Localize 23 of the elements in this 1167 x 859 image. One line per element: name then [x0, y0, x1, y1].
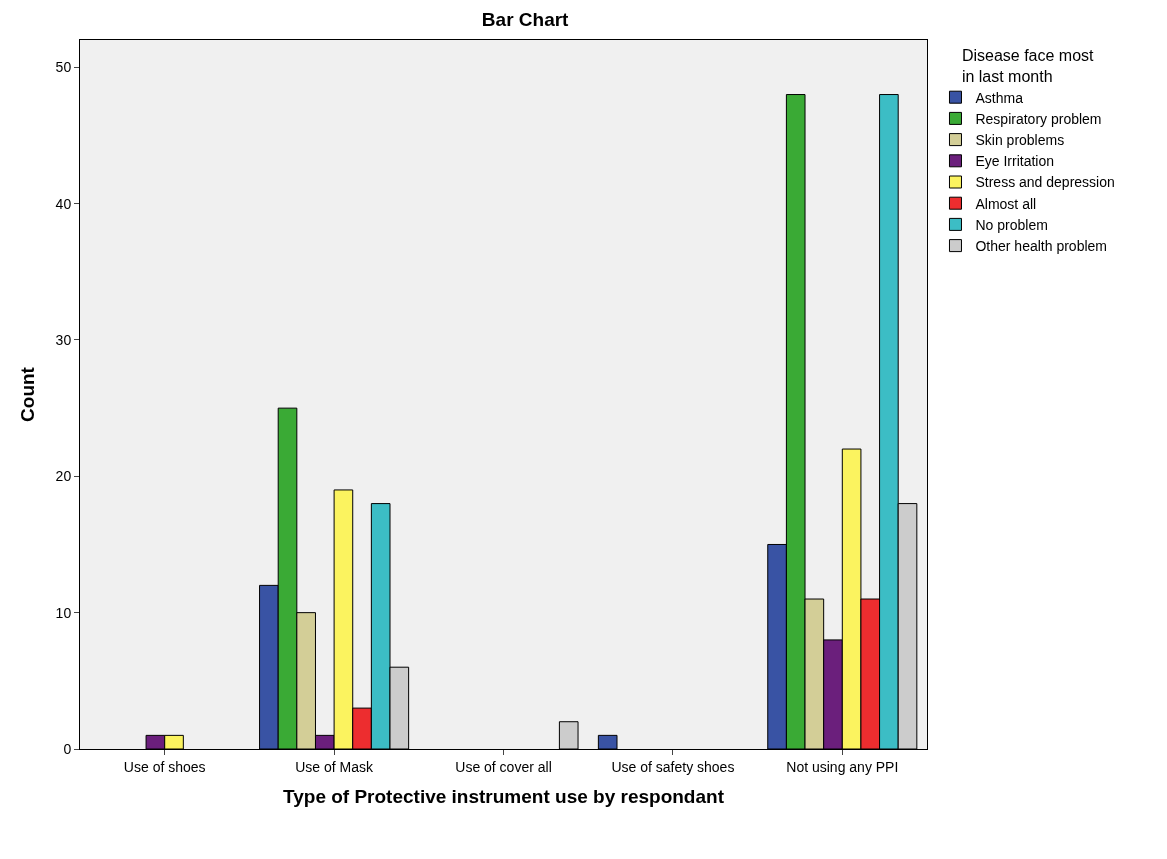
legend-label: Asthma [975, 89, 1024, 106]
legend-label: No problem [975, 216, 1048, 233]
y-axis-title: Count [17, 366, 39, 422]
y-tick-label: 30 [55, 331, 72, 348]
chart-title: Bar Chart [481, 9, 570, 31]
y-tick-label: 0 [63, 740, 72, 757]
y-tick-label: 20 [55, 468, 72, 485]
x-tick-label: Use of Mask [295, 758, 374, 775]
legend-label: Respiratory problem [975, 110, 1102, 127]
legend-title: Disease face most in last month [961, 46, 1095, 85]
legend-label: Eye Irritation [975, 153, 1055, 170]
legend-label: Almost all [975, 195, 1037, 212]
x-tick-label: Use of safety shoes [611, 758, 735, 775]
x-axis-title: Type of Protective instrument use by respondant [283, 785, 725, 807]
y-tick-label: 40 [55, 195, 72, 212]
legend-label: Other health problem [975, 238, 1107, 255]
legend-label: Stress and depression [975, 174, 1115, 191]
legend-label: Skin problems [975, 132, 1065, 149]
y-tick-label: 50 [55, 59, 72, 76]
y-tick-label: 10 [55, 604, 72, 621]
x-tick-label: Use of shoes [123, 758, 206, 775]
x-tick-label: Use of cover all [455, 758, 552, 775]
x-tick-label: Not using any PPI [786, 758, 899, 775]
